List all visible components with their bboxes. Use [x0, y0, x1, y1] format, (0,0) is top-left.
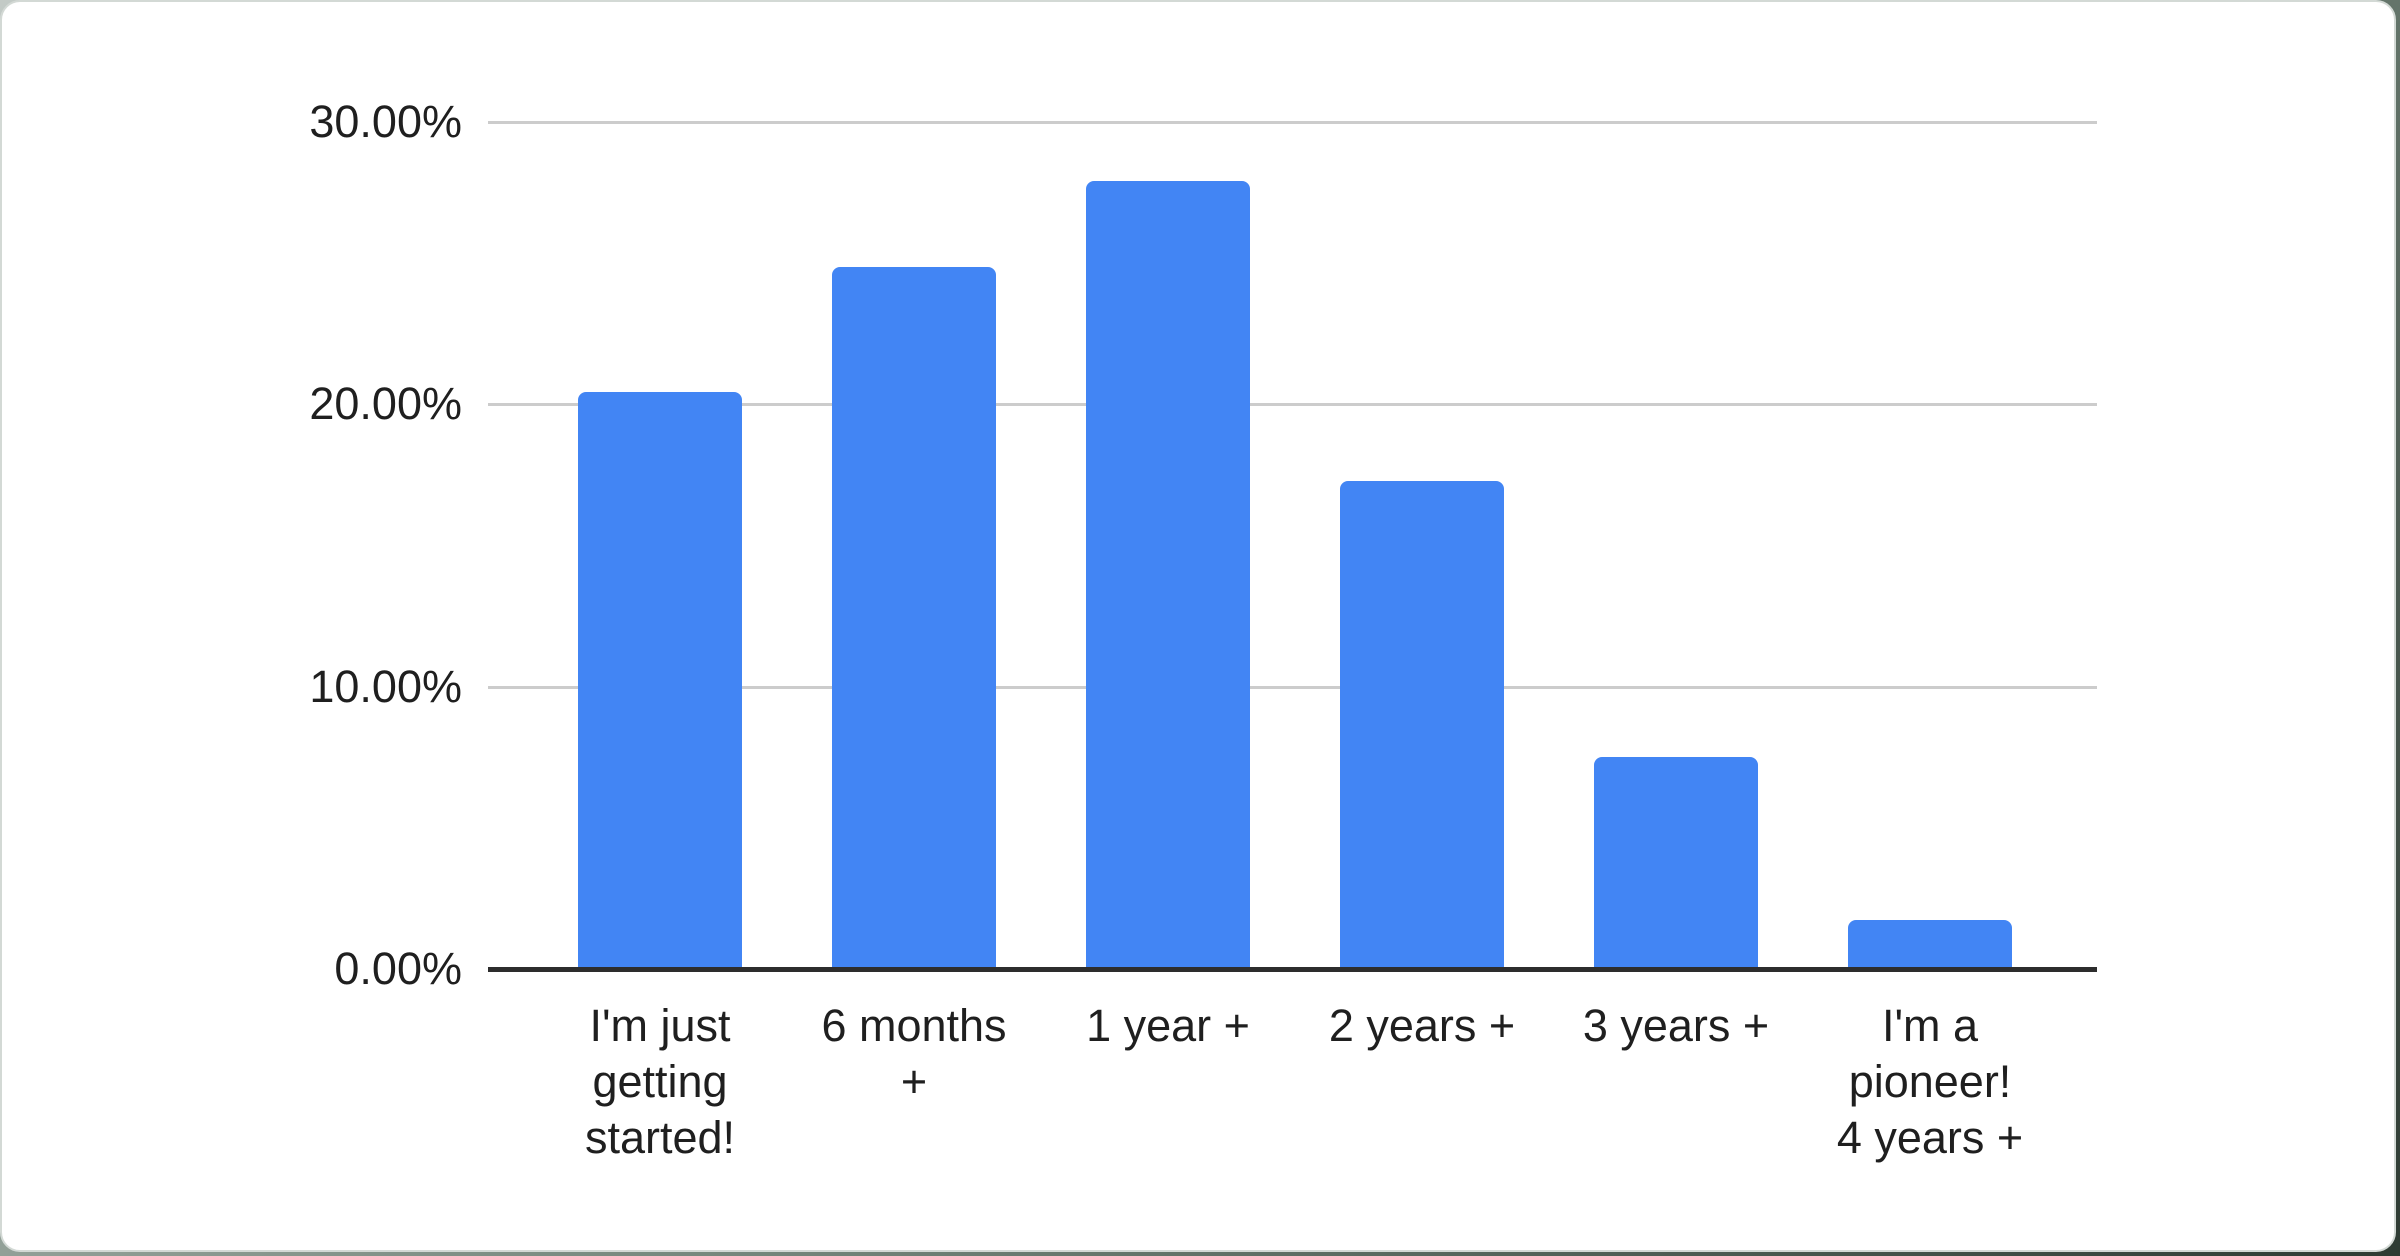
x-axis-category-label: I'm a pioneer! 4 years +	[1836, 1000, 2024, 1163]
x-axis-category-label: 3 years +	[1582, 1000, 1770, 1051]
bar[interactable]	[1340, 481, 1504, 969]
y-axis-tick-label: 10.00%	[309, 660, 462, 712]
bar[interactable]	[832, 267, 996, 969]
gridline	[488, 685, 2097, 689]
y-axis-tick-label: 30.00%	[309, 96, 462, 147]
bar[interactable]	[1848, 920, 2012, 969]
bar[interactable]	[1086, 181, 1250, 969]
y-axis-tick-label: 20.00%	[309, 378, 462, 430]
gridline	[488, 121, 2097, 124]
bar[interactable]	[578, 392, 742, 969]
x-axis-category-label: 1 year +	[1086, 1000, 1250, 1051]
x-axis-category-label: 6 months +	[821, 1000, 1007, 1107]
bar[interactable]	[1594, 757, 1758, 969]
x-axis-baseline	[488, 967, 2097, 972]
x-axis-category-label: 2 years +	[1328, 1000, 1516, 1051]
gridline	[488, 403, 2097, 407]
y-axis-tick-label: 0.00%	[334, 943, 462, 994]
x-axis-category-label: I'm just getting started!	[584, 1000, 736, 1163]
